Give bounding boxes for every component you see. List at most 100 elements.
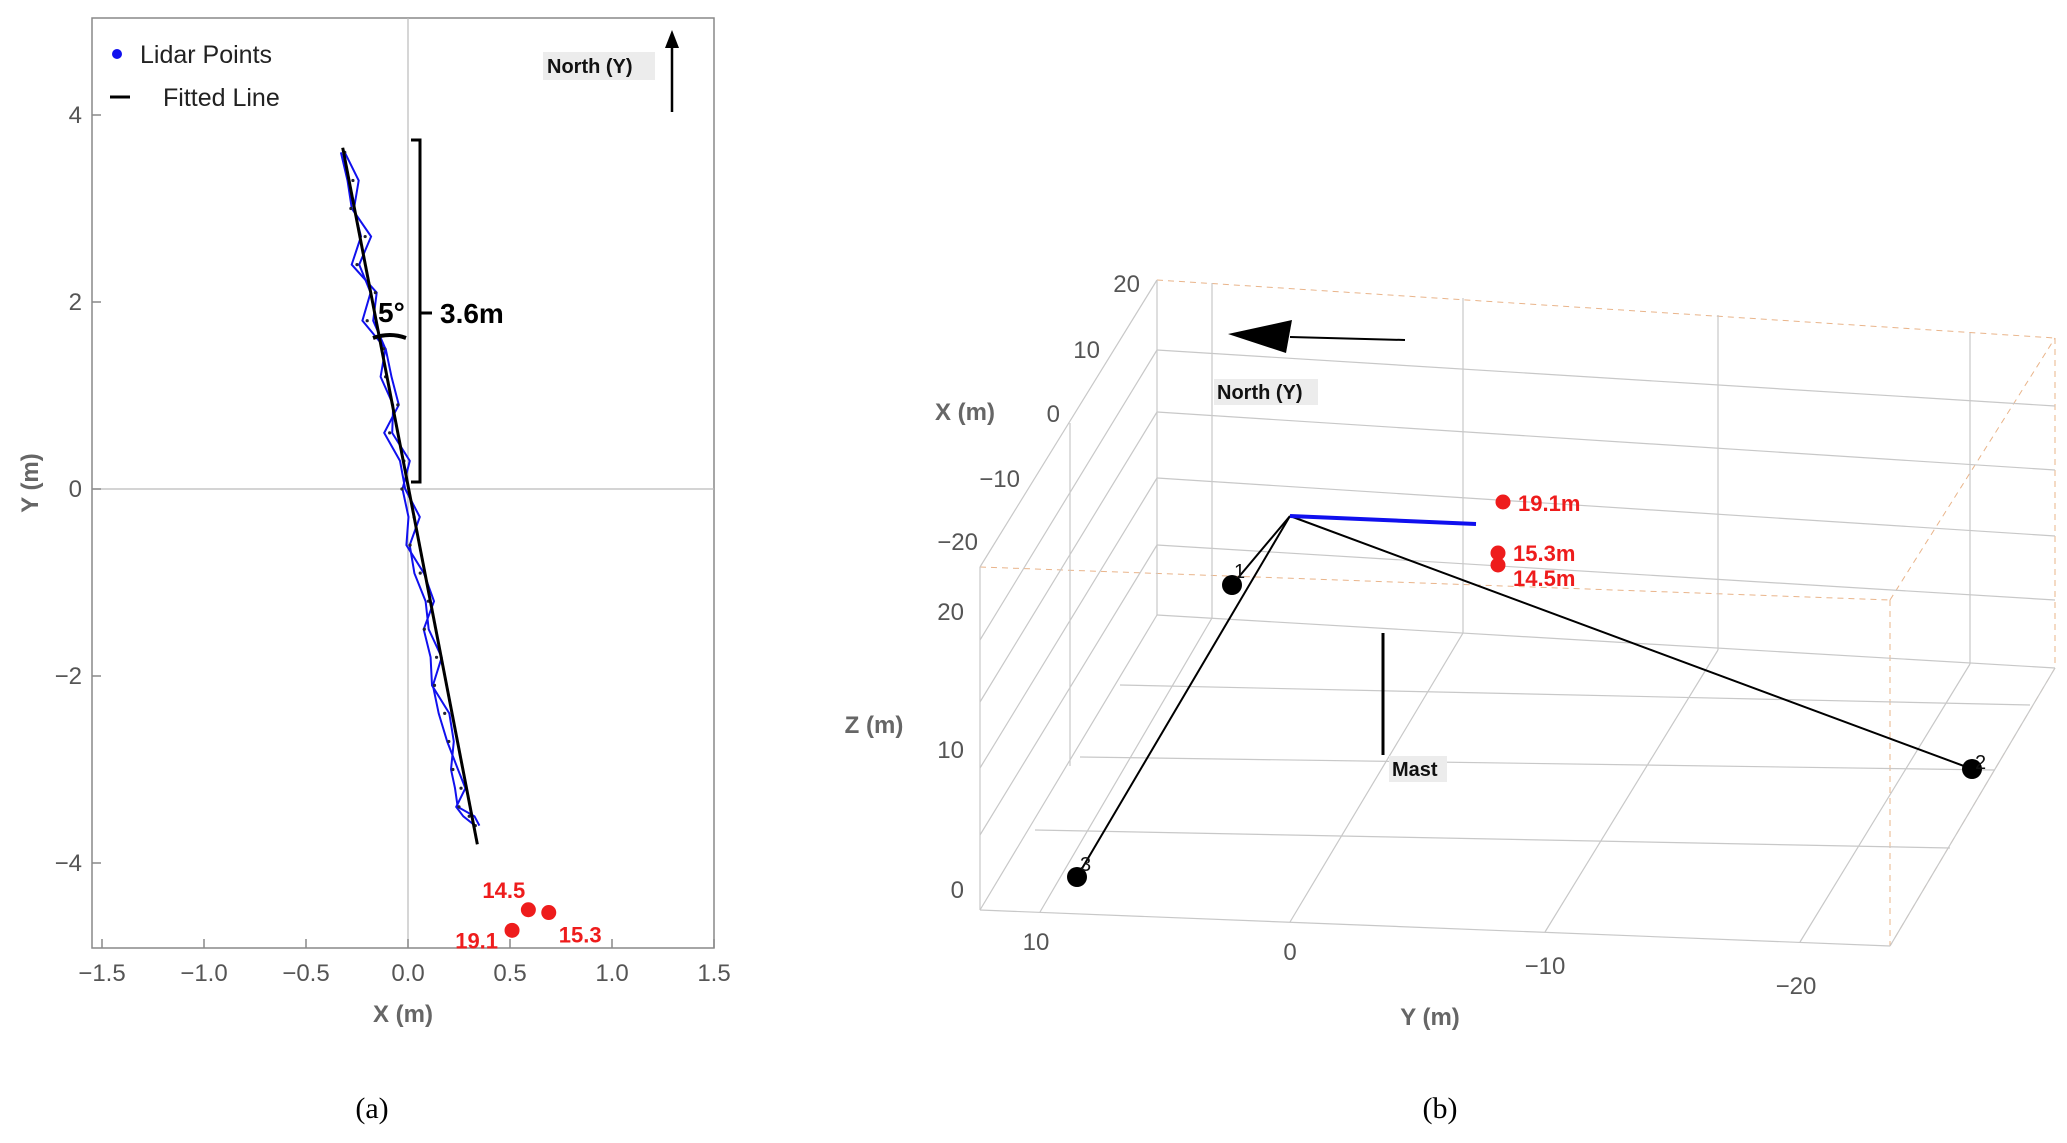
span-length-label: 3.6m (440, 298, 504, 329)
lidar-line-3d (1289, 514, 1477, 526)
target-marker (520, 902, 536, 918)
lidar-point (365, 319, 369, 323)
north-label-bg (543, 52, 655, 80)
lidar-point (432, 683, 437, 687)
span-bracket-line (411, 138, 422, 484)
station-2: 2 (1962, 752, 1986, 779)
x-tick: −20 (937, 529, 978, 556)
ray-to-station-1 (1231, 515, 1291, 586)
lidar-point (457, 805, 461, 809)
target-marker (1490, 545, 1506, 561)
plot-frame (91, 17, 715, 949)
y-tick-label: −4 (55, 850, 82, 877)
y-tick-label: 2 (69, 289, 82, 316)
target-marker (541, 905, 557, 921)
lidar-trace (339, 152, 476, 827)
lidar-point (451, 767, 455, 772)
fitted-line-series (341, 147, 479, 845)
lidar-point (355, 263, 359, 267)
x-tick-label: −0.5 (282, 960, 329, 987)
back-wall-grid (1156, 280, 2056, 669)
z-tick: 0 (951, 877, 964, 904)
legend-label-fit: Fitted Line (163, 84, 280, 112)
fitted-line (341, 147, 479, 845)
target-points: 14.5 15.3 19.1 (455, 878, 601, 954)
mast-label-bg (1389, 756, 1447, 782)
north-label: North (Y) (547, 56, 633, 78)
x-tick: 20 (1113, 271, 1140, 298)
lidar-point (467, 814, 471, 818)
y-axis-ticks-3d: 10 0 −10 −20 (1023, 929, 1817, 1000)
floor-grid (979, 617, 2056, 947)
angle-label: 5° (378, 297, 405, 328)
target-label: 19.1 (455, 928, 498, 953)
z-axis-ticks-3d: 20 10 0 (937, 599, 964, 904)
lidar-point (443, 711, 447, 716)
lidar-point (400, 487, 404, 491)
north-arrow-shaft-3d (1289, 336, 1406, 341)
legend: Lidar Points Fitted Line (110, 41, 280, 112)
target-label: 14.5m (1513, 566, 1575, 591)
ray-to-station-2 (1289, 515, 1973, 770)
target-label: 14.5 (482, 878, 525, 903)
station-marker (1067, 867, 1087, 887)
y-tick-label: 4 (69, 102, 82, 129)
y-tick-label: −2 (55, 663, 82, 690)
z-tick: 20 (937, 599, 964, 626)
lidar-point (447, 739, 451, 744)
lidar-point (418, 571, 422, 575)
angle-arc (372, 333, 407, 340)
legend-marker-lidar (112, 49, 122, 59)
north-arrow-icon (665, 30, 679, 48)
north-label-3d: North (Y) (1217, 382, 1303, 404)
x-tick-label: 0.5 (493, 960, 526, 987)
x-tick-label: 1.5 (697, 960, 730, 987)
x-tick: −10 (979, 466, 1020, 493)
lidar-point (349, 206, 353, 211)
lidar-point (422, 627, 426, 631)
lidar-point (373, 291, 377, 295)
panel-a-lidar-plot: −1.5 −1.0 −0.5 0.0 0.5 1.0 1.5 −4 −2 0 2 4 14.5 15.… (17, 17, 731, 1125)
lidar-trace (343, 151, 481, 827)
legend-label-lidar: Lidar Points (140, 41, 272, 69)
station-label: 1 (1234, 561, 1245, 583)
x-tick: 10 (1073, 337, 1100, 364)
north-arrow-icon-3d (1228, 320, 1292, 353)
box-dashed-edges (979, 279, 2056, 947)
north-indicator: North (Y) (543, 30, 679, 112)
z-tick: 10 (937, 737, 964, 764)
lidar-point (351, 178, 355, 183)
y-tick: −20 (1776, 973, 1817, 1000)
target-marker (1490, 557, 1506, 573)
x-axis-label: X (m) (373, 1001, 433, 1028)
y-tick: 10 (1023, 929, 1050, 956)
x-tick-label: 0.0 (391, 960, 424, 987)
lidar-point (388, 431, 392, 435)
x-axis-ticks: −1.5 −1.0 −0.5 0.0 0.5 1.0 1.5 (78, 939, 731, 987)
lidar-point (408, 543, 412, 547)
z-axis-label-3d: Z (m) (845, 712, 904, 739)
panel-b-3d-plot: 20 10 0 −10 −20 X (m) 20 10 0 Z (m) 10 0… (845, 271, 2056, 1125)
north-label-bg-3d (1214, 379, 1318, 405)
caption-b: (b) (1423, 1092, 1458, 1125)
lidar-point (363, 234, 367, 239)
target-marker (1495, 494, 1511, 510)
ray-to-station-3 (1076, 515, 1291, 878)
target-label: 19.1m (1518, 491, 1580, 516)
station-marker (1222, 575, 1242, 595)
target-marker (504, 922, 520, 938)
x-axis-label-3d: X (m) (935, 399, 995, 426)
lidar-point (396, 403, 400, 407)
targets-3d: 19.1m 15.3m 14.5m (1490, 491, 1580, 591)
x-tick-label: −1.0 (180, 960, 227, 987)
station-marker (1962, 759, 1982, 779)
x-tick: 0 (1047, 401, 1060, 428)
y-tick-label: 0 (69, 476, 82, 503)
x-tick-label: −1.5 (78, 960, 125, 987)
station-label: 2 (1975, 752, 1986, 774)
north-indicator-3d: North (Y) (1214, 320, 1406, 405)
left-wall-grid (979, 279, 1158, 911)
caption-a: (a) (355, 1092, 388, 1125)
y-axis-label-3d: Y (m) (1400, 1004, 1460, 1031)
